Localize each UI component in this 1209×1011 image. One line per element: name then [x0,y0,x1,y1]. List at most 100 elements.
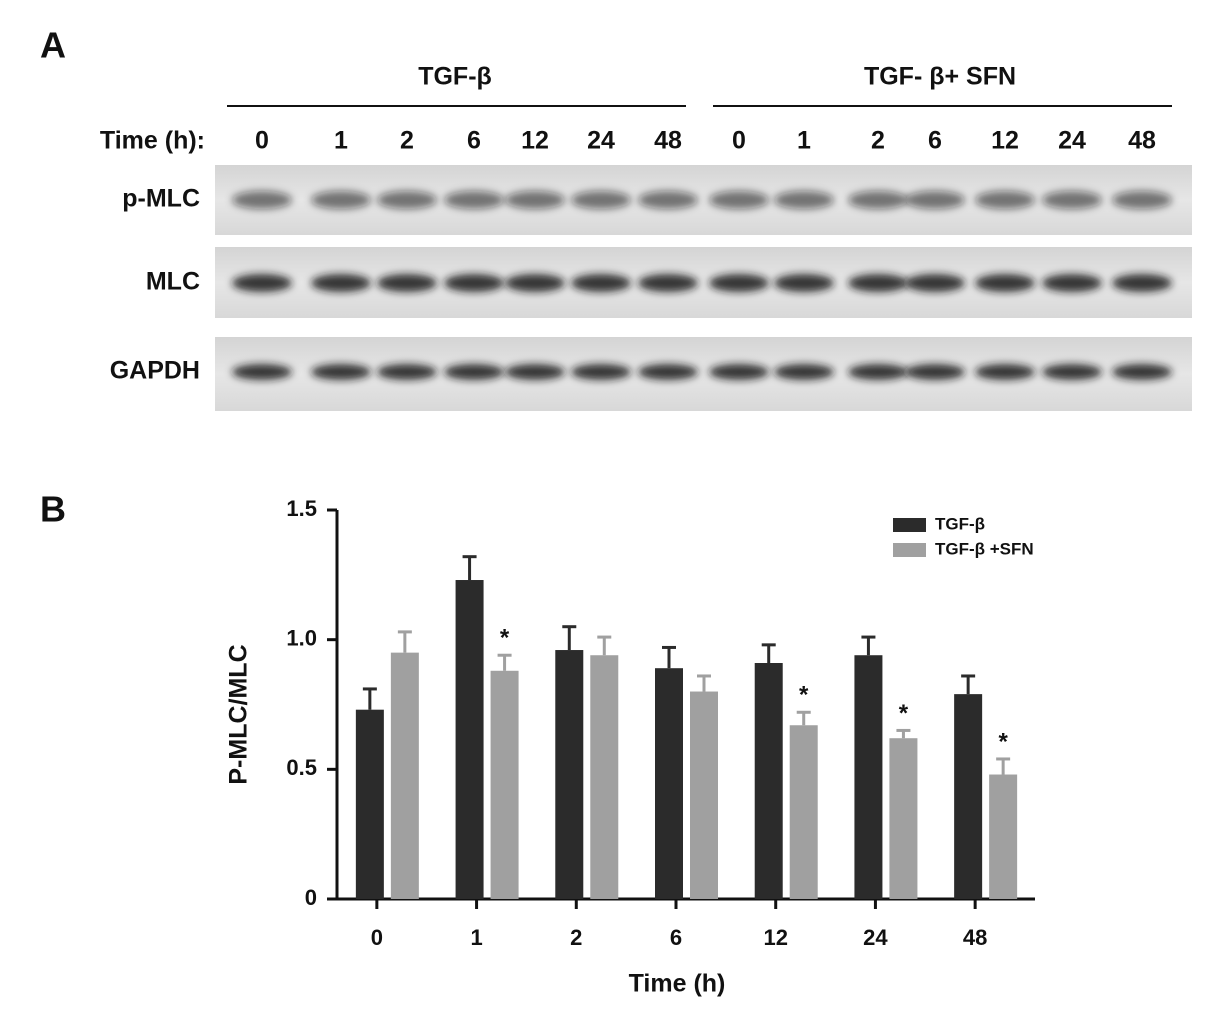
lane-label: 48 [1128,127,1156,155]
band [232,274,292,292]
bar [590,655,619,899]
x-axis-label: Time (h) [629,970,726,998]
band [975,191,1035,209]
x-tick-label: 48 [963,925,987,950]
band [377,274,437,292]
band [638,274,698,292]
band [571,274,631,292]
band [774,364,834,380]
y-tick-label: 1.5 [286,496,317,521]
band [848,364,908,380]
lane-label: 2 [400,127,414,155]
band [709,274,769,292]
lane-label: 48 [654,127,682,155]
bar [390,652,419,899]
row-label: GAPDH [110,357,200,385]
band [1042,191,1102,209]
legend-swatch [893,518,926,532]
blot [215,165,1192,411]
bar [954,694,983,899]
row-label: MLC [146,268,200,296]
x-tick-label: 0 [371,925,383,950]
band [505,191,565,209]
significance-mark: * [899,700,909,727]
bar [355,709,384,899]
x-tick-label: 24 [863,925,888,950]
significance-mark: * [799,682,809,709]
band [505,274,565,292]
band [571,191,631,209]
bar [690,691,718,899]
y-axis-label: P-MLC/MLC [225,644,253,784]
panel-label: A [40,25,66,66]
band [905,364,965,380]
significance-mark: * [998,728,1008,755]
band [444,364,504,380]
band [377,191,437,209]
x-tick-label: 2 [570,925,582,950]
band [905,191,965,209]
x-tick-label: 6 [670,925,682,950]
bar [655,668,683,899]
row-label: p-MLC [122,185,200,213]
band [311,274,371,292]
bar [889,738,918,899]
band [848,191,908,209]
bar [555,650,584,899]
bar [490,670,519,899]
band [975,364,1035,380]
group-label: TGF-β [418,63,492,91]
legend-swatch [893,543,926,557]
x-tick-label: 12 [763,925,787,950]
lane-label: 2 [871,127,885,155]
lane-label: 0 [255,127,269,155]
y-tick-label: 1.0 [286,625,317,650]
y-tick-label: 0.5 [286,755,317,780]
band [709,191,769,209]
significance-mark: * [500,625,510,652]
band [311,364,371,380]
band [774,274,834,292]
band [774,191,834,209]
band [377,364,437,380]
time-label: Time (h): [100,127,205,155]
bar [789,725,818,899]
band [638,364,698,380]
bar [455,580,484,899]
lane-label: 6 [928,127,942,155]
group-label: TGF- β+ SFN [864,63,1016,91]
band [848,274,908,292]
lane-label: 1 [797,127,811,155]
band [905,274,965,292]
band [1112,191,1172,209]
legend-label: TGF-β +SFN [935,539,1034,558]
y-tick-label: 0 [305,885,317,910]
band [311,191,371,209]
lane-label: 0 [732,127,746,155]
panel-label: B [40,489,66,530]
band [444,274,504,292]
band [1112,364,1172,380]
band [571,364,631,380]
band [1112,274,1172,292]
lane-label: 6 [467,127,481,155]
band [444,191,504,209]
x-tick-label: 1 [470,925,482,950]
lane-label: 24 [587,127,615,155]
band [1042,364,1102,380]
lane-label: 12 [521,127,549,155]
band [709,364,769,380]
band [1042,274,1102,292]
lane-label: 24 [1058,127,1086,155]
lane-label: 1 [334,127,348,155]
band [232,364,292,380]
band [638,191,698,209]
lane-label: 12 [991,127,1019,155]
band [232,191,292,209]
bar [854,655,883,899]
band [975,274,1035,292]
legend-label: TGF-β [935,514,985,533]
band [505,364,565,380]
